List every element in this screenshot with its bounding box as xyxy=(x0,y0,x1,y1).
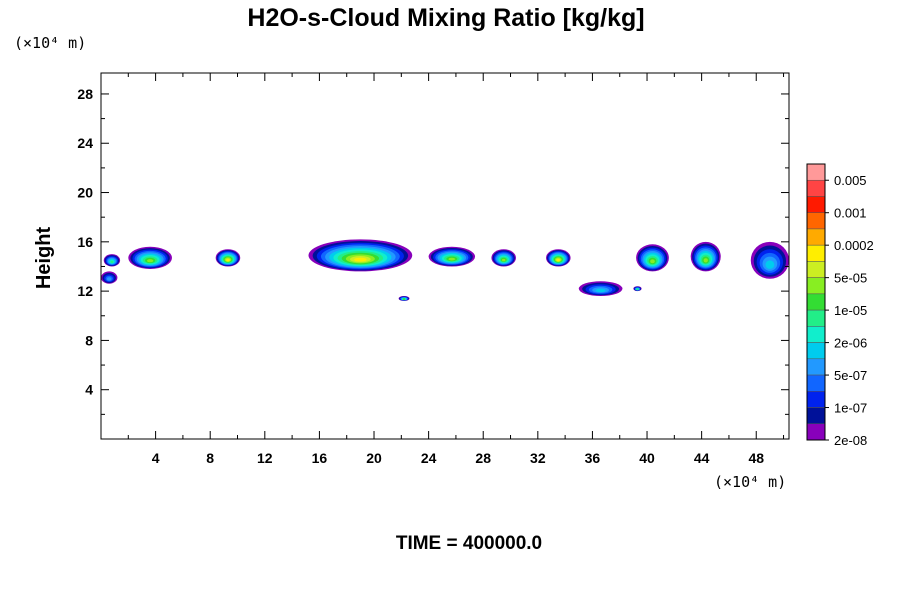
cloud-region xyxy=(103,254,121,267)
cloud-region xyxy=(578,281,623,297)
colorbar-swatch xyxy=(806,163,826,181)
cloud-contour xyxy=(595,288,606,293)
colorbar-label: 5e-05 xyxy=(834,271,867,286)
colorbar-swatch xyxy=(806,179,826,197)
colorbar-swatch xyxy=(806,196,826,213)
colorbar-label: 0.005 xyxy=(834,173,867,188)
y-tick-label: 4 xyxy=(85,382,93,398)
colorbar-swatch xyxy=(806,277,826,295)
time-label: TIME = 400000.0 xyxy=(396,533,542,554)
x-tick-label: 24 xyxy=(421,450,437,466)
x-tick-label: 16 xyxy=(312,450,328,466)
cloud-contour xyxy=(448,257,456,261)
colorbar-label: 5e-07 xyxy=(834,368,867,383)
y-unit-label: (×10⁴ m) xyxy=(14,34,86,52)
cloud-region xyxy=(633,286,642,292)
colorbar-swatch xyxy=(806,342,826,360)
colorbar-swatch xyxy=(806,228,826,246)
colorbar-label: 1e-05 xyxy=(834,303,867,318)
colorbar-label: 0.001 xyxy=(834,206,867,221)
colorbar-swatch xyxy=(806,358,826,376)
colorbar-label: 1e-07 xyxy=(834,401,867,416)
colorbar-swatch xyxy=(806,423,826,441)
cloud-contour xyxy=(106,277,112,281)
colorbar: 0.005 0.001 0.0002 5e-05 1e-05 2e-06 5e-07 1e-0… xyxy=(806,163,874,448)
cloud-contour xyxy=(354,257,367,262)
x-tick-label: 4 xyxy=(152,450,160,466)
cloud-contour xyxy=(765,260,775,269)
colorbar-frame xyxy=(806,163,826,441)
colorbar-swatch xyxy=(806,261,826,278)
x-tick-label: 44 xyxy=(694,450,710,466)
cloud-contour xyxy=(147,259,154,263)
y-tick-label: 8 xyxy=(85,332,93,348)
y-tick-label: 28 xyxy=(77,86,93,102)
colorbar-swatch xyxy=(806,244,826,262)
cloud-region xyxy=(636,244,669,272)
cloud-region xyxy=(546,249,571,267)
cloud-region xyxy=(398,296,410,301)
x-tick-label: 36 xyxy=(585,450,601,466)
cloud-region xyxy=(750,241,790,279)
cloud-region xyxy=(101,271,118,284)
cloud-region xyxy=(690,241,721,272)
plot-frame xyxy=(100,72,790,440)
cloud-contour xyxy=(636,288,639,291)
colorbar-swatch xyxy=(806,374,826,392)
cloud-contour xyxy=(226,259,230,262)
colorbar-swatch xyxy=(806,309,826,327)
y-tick-label: 12 xyxy=(77,283,93,299)
cloud-region xyxy=(128,246,172,269)
x-tick-label: 8 xyxy=(206,450,214,466)
cloud-contour xyxy=(110,260,114,263)
colorbar-label: 0.0002 xyxy=(834,238,874,253)
colorbar-swatch xyxy=(806,293,826,311)
y-tick-label: 24 xyxy=(77,135,93,151)
x-tick-label: 48 xyxy=(748,450,764,466)
x-tick-label: 20 xyxy=(366,450,382,466)
y-tick-label: 20 xyxy=(77,185,93,201)
chart-title: H2O-s-Cloud Mixing Ratio [kg/kg] xyxy=(247,4,644,32)
colorbar-swatch xyxy=(806,212,826,230)
x-tick-label: 32 xyxy=(530,450,546,466)
colorbar-swatch xyxy=(806,391,826,408)
cloud-contour xyxy=(703,258,708,263)
cloud-field xyxy=(101,239,790,301)
x-tick-label: 28 xyxy=(475,450,491,466)
cloud-region xyxy=(308,239,413,272)
cloud-contour xyxy=(403,298,406,301)
cloud-contour xyxy=(501,258,506,262)
x-unit-label: (×10⁴ m) xyxy=(714,473,786,491)
colorbar-label: 2e-08 xyxy=(834,433,867,448)
colorbar-swatch xyxy=(806,326,826,343)
y-tick-label: 16 xyxy=(77,234,93,250)
cloud-region xyxy=(491,249,516,267)
cloud-region xyxy=(428,246,476,267)
colorbar-swatch xyxy=(806,407,826,425)
cloud-contour xyxy=(650,259,655,264)
x-tick-label: 12 xyxy=(257,450,273,466)
x-tick-label: 40 xyxy=(639,450,655,466)
cloud-region xyxy=(215,249,241,267)
cloud-contour xyxy=(556,259,560,262)
colorbar-label: 2e-06 xyxy=(834,336,867,351)
y-axis-label: Height xyxy=(33,227,55,290)
